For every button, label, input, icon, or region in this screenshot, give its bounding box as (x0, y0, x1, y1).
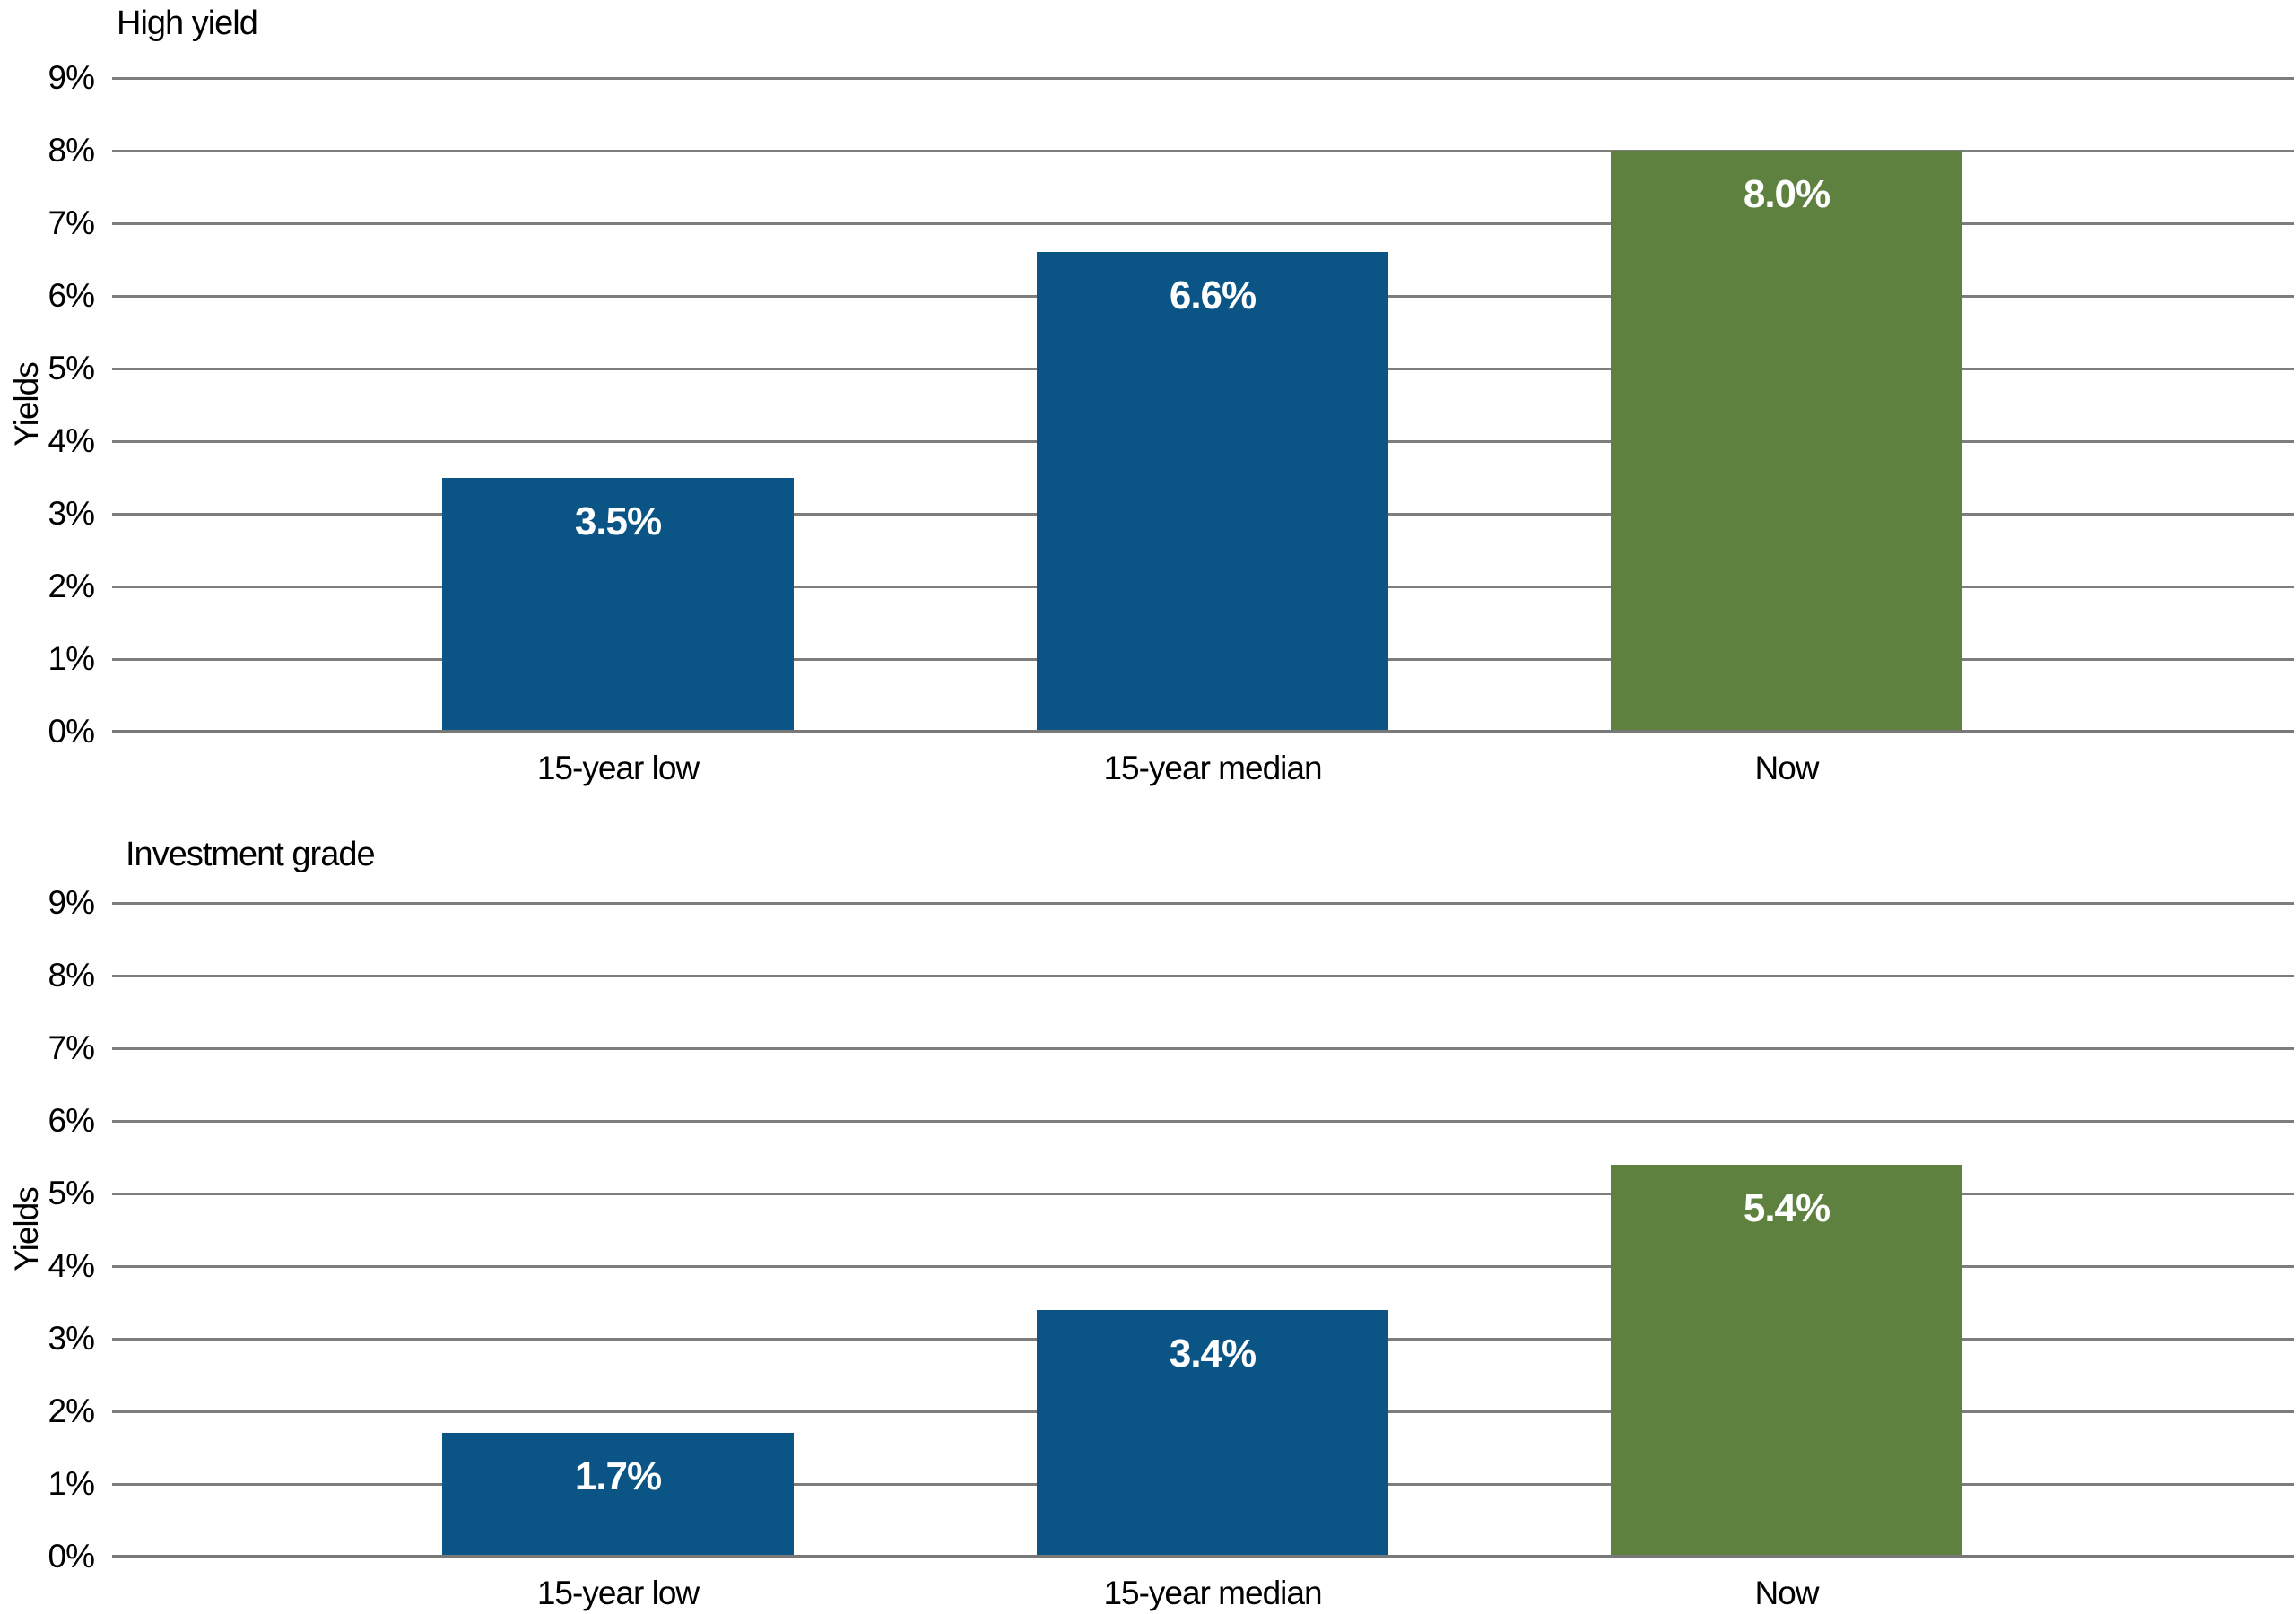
bar-15-year-low: 3.5% (442, 477, 794, 730)
y-tick-label: 1% (48, 1465, 95, 1502)
y-tick-label: 7% (48, 204, 95, 241)
bar-now: 5.4% (1611, 1164, 1962, 1555)
y-tick-label: 3% (48, 1320, 95, 1357)
plot-area: 0% 1% 2% 3% 4% 5% 6% 7% 8% 9% 1.7% 15-year low 3.4% 1… (0, 807, 2296, 1614)
y-tick-label: 3% (48, 495, 95, 532)
bar-value-label: 5.4% (1743, 1185, 1831, 1230)
y-tick-label: 4% (48, 1247, 95, 1284)
y-tick-label: 0% (48, 713, 95, 750)
y-tick-label: 6% (48, 1102, 95, 1139)
chart-high-yield: High yield Yields 0% 1% 2% 3% 4% 5% 6% 7% 8% 9% 3.… (8, 4, 2294, 786)
x-axis-line (112, 730, 2294, 733)
y-tick-label: 7% (48, 1029, 95, 1066)
gridline (112, 975, 2294, 977)
y-tick-label: 5% (48, 350, 95, 386)
gridline (112, 1047, 2294, 1050)
x-axis-line (112, 1555, 2294, 1558)
y-tick-label: 2% (48, 1393, 95, 1429)
y-tick-label: 6% (48, 277, 95, 314)
chart-title: Investment grade (126, 836, 376, 873)
gridline (112, 150, 2294, 152)
bar-value-label: 3.4% (1169, 1331, 1257, 1375)
bar-15-year-median: 3.4% (1037, 1309, 1388, 1555)
bar-value-label: 3.5% (574, 499, 662, 543)
bar-15-year-low: 1.7% (442, 1433, 794, 1555)
plot-area: 0% 1% 2% 3% 4% 5% 6% 7% 8% 9% 3.5% 15-year low 6.6% 1… (48, 59, 2294, 786)
x-tick-label: 15-year low (536, 750, 700, 786)
x-tick-label: 15-year median (1103, 750, 1322, 786)
y-tick-label: 4% (48, 422, 95, 459)
x-tick-label: 15-year low (536, 1575, 700, 1611)
y-tick-label: 9% (48, 59, 95, 96)
y-tick-label: 8% (48, 132, 95, 169)
y-tick-label: 8% (48, 957, 95, 994)
gridline (112, 222, 2294, 225)
y-tick-label: 2% (48, 568, 95, 604)
y-tick-label: 5% (48, 1175, 95, 1211)
gridline (112, 1265, 2294, 1268)
bar-value-label: 1.7% (574, 1454, 662, 1499)
chart-title: High yield (117, 4, 258, 42)
x-tick-label: 15-year median (1103, 1575, 1322, 1611)
x-tick-label: Now (1754, 750, 1819, 786)
y-tick-label: 1% (48, 640, 95, 677)
gridline (112, 1120, 2294, 1123)
y-tick-label: 0% (48, 1538, 95, 1575)
gridline (112, 77, 2294, 80)
y-tick-label: 9% (48, 884, 95, 921)
bar-value-label: 8.0% (1743, 172, 1831, 216)
chart-investment-grade: Investment grade Yields 0% 1% 2% 3% 4% 5% 6% 7%… (0, 807, 2296, 1614)
x-tick-label: Now (1754, 1575, 1819, 1611)
gridline (112, 902, 2294, 905)
bar-15-year-median: 6.6% (1037, 252, 1388, 730)
gridline (112, 1193, 2294, 1195)
bar-now: 8.0% (1611, 151, 1962, 730)
bar-value-label: 6.6% (1169, 273, 1257, 318)
